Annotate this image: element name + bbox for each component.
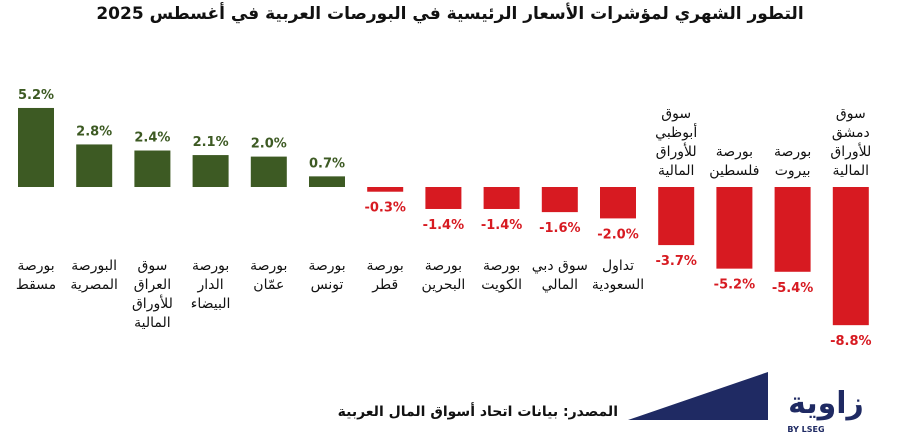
bar: [832, 187, 869, 326]
value-label: -1.4%: [423, 218, 464, 233]
value-label: -5.2%: [714, 278, 755, 293]
category-label: بورصة مسقط: [16, 258, 56, 293]
category-label: سوق دمشق للأوراق المالية: [830, 106, 871, 179]
category-label: بورصة البحرين: [422, 258, 466, 293]
value-label: 5.2%: [18, 88, 54, 103]
chart-title: التطور الشهري لمؤشرات الأسعار الرئيسية ف…: [96, 4, 804, 24]
bar: [309, 176, 345, 187]
category-label: سوق العراق للأوراق المالية: [132, 258, 173, 331]
category-label: سوق دبي المالي: [532, 258, 588, 293]
value-label: 2.4%: [134, 131, 170, 146]
value-label: -2.0%: [597, 227, 638, 242]
category-label: بورصة الكويت: [481, 258, 522, 293]
logo-wordmark: زاوية: [788, 386, 864, 421]
value-label: -5.4%: [772, 281, 813, 296]
bar: [600, 187, 636, 219]
bar: [483, 187, 520, 209]
category-label: بورصة تونس: [308, 258, 345, 293]
source-text: المصدر: بيانات اتحاد أسواق المال العربية: [337, 404, 618, 420]
bar: [134, 150, 171, 187]
bar: [716, 187, 753, 269]
value-label: 2.8%: [76, 124, 112, 139]
bar: [367, 187, 404, 192]
bar: [76, 144, 113, 187]
bar: [18, 107, 54, 187]
category-label: سوق أبوظبي للأوراق المالية: [655, 106, 697, 179]
category-label: بورصة قطر: [367, 258, 404, 293]
value-label: 0.7%: [309, 156, 345, 171]
category-label: بورصة الدار البيضاء: [191, 258, 231, 312]
value-label: -1.6%: [539, 221, 580, 236]
value-label: -1.4%: [481, 218, 522, 233]
logo-tagline: BY LSEG: [787, 425, 824, 434]
category-label: البورصة المصرية: [70, 258, 118, 293]
bar: [774, 187, 811, 272]
category-label: تداول السعودية: [592, 258, 644, 293]
category-label: بورصة بيروت: [774, 144, 811, 179]
value-label: -8.8%: [830, 334, 871, 349]
bar: [192, 155, 229, 187]
bar: [658, 187, 695, 246]
category-label: بورصة عمّان: [250, 258, 287, 293]
value-label: 2.1%: [193, 135, 229, 150]
bar: [250, 156, 287, 187]
value-label: -0.3%: [364, 201, 405, 216]
bar: [425, 187, 462, 209]
category-label: بورصة فلسطين: [709, 144, 759, 179]
logo-swoosh-shape: [628, 372, 768, 420]
value-label: -3.7%: [655, 254, 696, 269]
value-label: 2.0%: [251, 137, 287, 152]
bar: [541, 187, 578, 213]
